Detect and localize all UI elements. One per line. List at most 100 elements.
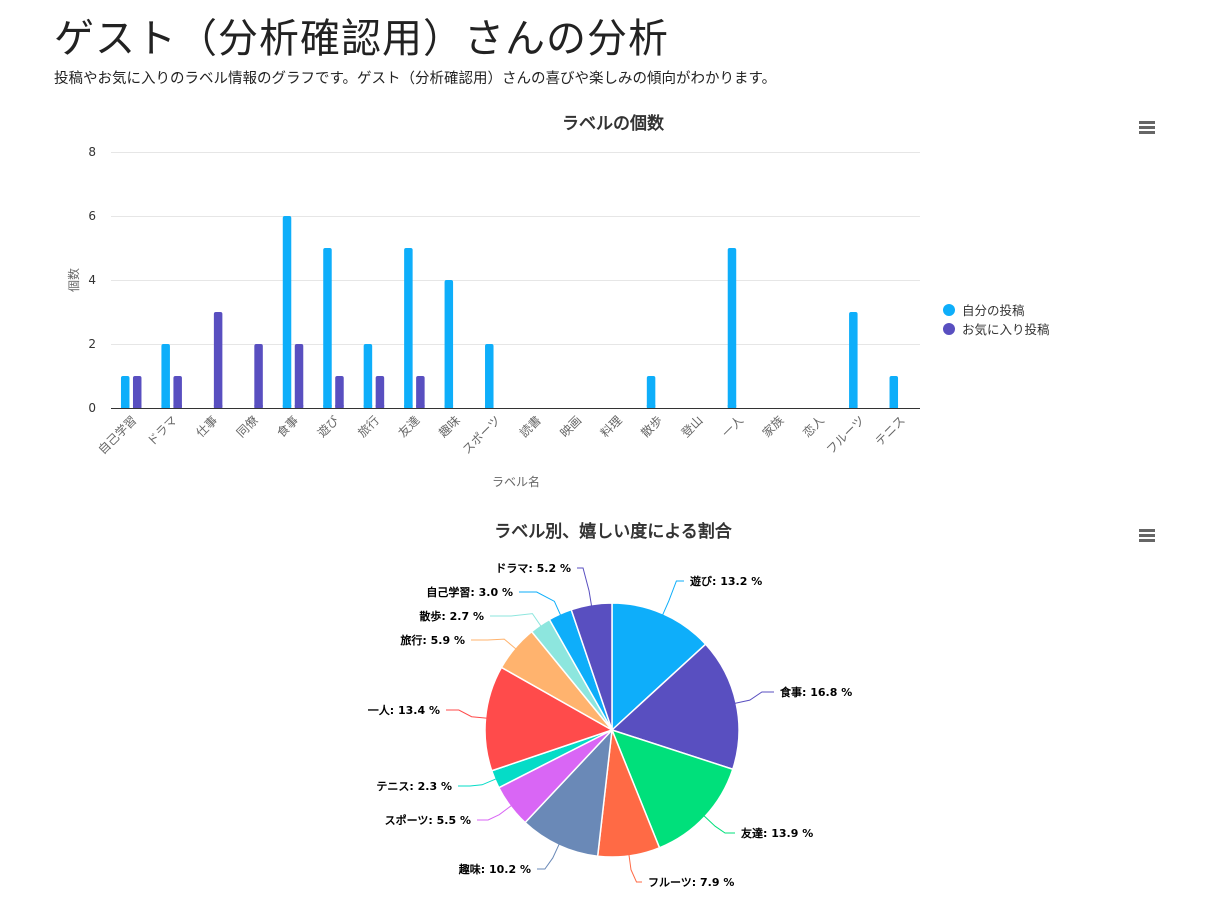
x-tick-label: 仕事: [193, 413, 220, 440]
y-tick-label: 0: [88, 401, 96, 415]
x-tick-label: 食事: [274, 413, 302, 441]
bar[interactable]: [120, 376, 130, 408]
bar-base: [132, 405, 142, 408]
connector-line: [734, 691, 774, 704]
connector-line: [477, 804, 513, 821]
bar-base: [213, 405, 223, 408]
x-tick-label: 恋人: [799, 413, 827, 441]
legend-item-favorite-posts[interactable]: お気に入り投稿: [943, 322, 1050, 337]
pie-data-label: 自己学習: 3.0 %: [426, 585, 513, 599]
bar[interactable]: [335, 376, 344, 408]
pie-data-label: 趣味: 10.2 %: [458, 862, 531, 876]
x-tick-label: 読書: [516, 413, 544, 441]
x-tick-label: 趣味: [435, 413, 463, 441]
bar-base: [323, 405, 332, 408]
connector-line: [661, 580, 684, 616]
bar-base: [363, 405, 373, 408]
pie-chart-title: ラベル別、嬉しい度による割合: [494, 521, 732, 542]
x-tick-label: フルーツ: [824, 413, 868, 457]
bar-base: [485, 405, 494, 408]
connector-line: [446, 709, 488, 719]
bar[interactable]: [282, 216, 292, 408]
connector-line: [703, 814, 735, 834]
bar-base: [416, 405, 425, 408]
x-tick-label: 映画: [557, 413, 584, 440]
bar-chart-menu-button[interactable]: [1135, 119, 1159, 141]
x-tick-label: ドラマ: [144, 413, 179, 448]
y-tick-label: 2: [88, 337, 96, 351]
bar[interactable]: [213, 312, 223, 408]
y-tick-label: 4: [88, 273, 96, 287]
connector-line: [471, 638, 517, 650]
connector-line: [458, 778, 498, 787]
bar[interactable]: [323, 248, 332, 408]
hamburger-menu-icon: [1139, 121, 1155, 124]
bar[interactable]: [444, 280, 454, 408]
x-tick-label: 一人: [719, 413, 746, 440]
bar[interactable]: [416, 376, 425, 408]
x-tick-label: 自己学習: [95, 413, 140, 458]
page-description: 投稿やお気に入りのラベル情報のグラフです。ゲスト（分析確認用）さんの喜びや楽しみ…: [54, 71, 777, 87]
x-tick-label: 料理: [598, 413, 625, 440]
y-tick-label: 8: [88, 145, 96, 159]
hamburger-line: [1139, 131, 1155, 134]
pie-data-label: テニス: 2.3 %: [376, 780, 452, 793]
pie-data-label: 一人: 13.4 %: [368, 703, 440, 717]
bar-base: [335, 405, 344, 408]
bar-chart-grid: [111, 152, 920, 345]
bar-base: [404, 405, 413, 408]
bar[interactable]: [375, 376, 385, 408]
x-tick-label: 同僚: [233, 413, 261, 441]
pie-data-label: 遊び: 13.2 %: [690, 574, 762, 588]
bar[interactable]: [173, 376, 182, 408]
hamburger-menu-icon: [1139, 529, 1155, 532]
x-tick-label: 登山: [678, 413, 706, 441]
bar[interactable]: [363, 344, 373, 408]
y-tick-label: 6: [88, 209, 96, 223]
x-tick-label: 遊び: [314, 413, 342, 441]
pie-data-label: 旅行: 5.9 %: [400, 633, 465, 647]
legend-label: お気に入り投稿: [962, 322, 1050, 337]
connector-line: [628, 853, 642, 883]
x-tick-label: テニス: [873, 413, 908, 448]
bar[interactable]: [889, 376, 899, 408]
bar[interactable]: [646, 376, 656, 408]
bar[interactable]: [294, 344, 304, 408]
connector-line: [490, 613, 542, 628]
bar-base: [375, 405, 385, 408]
x-tick-label: 旅行: [355, 413, 382, 440]
bar[interactable]: [254, 344, 263, 408]
y-axis-label: 個数: [66, 268, 81, 292]
bar-chart-legend: 自分の投稿 お気に入り投稿: [943, 303, 1050, 337]
bar[interactable]: [161, 344, 170, 408]
bar[interactable]: [132, 376, 142, 408]
legend-item-own-posts[interactable]: 自分の投稿: [943, 303, 1025, 318]
hamburger-line: [1139, 539, 1155, 542]
bar[interactable]: [404, 248, 413, 408]
bar-base: [849, 405, 858, 408]
bar-base: [294, 405, 304, 408]
bar[interactable]: [849, 312, 858, 408]
page-title: ゲスト（分析確認用）さんの分析: [54, 16, 669, 62]
x-tick-label: 家族: [759, 413, 787, 441]
pie-data-label: フルーツ: 7.9 %: [648, 876, 734, 889]
x-tick-label: 友達: [396, 413, 423, 440]
connector-line: [519, 591, 562, 617]
y-axis-ticks: 0 2 4 6 8: [88, 145, 96, 415]
legend-dot-icon: [943, 304, 955, 316]
bar-base: [282, 405, 292, 408]
bar-base: [254, 405, 263, 408]
bar[interactable]: [727, 248, 737, 408]
x-axis-ticks: 自己学習 ドラマ 仕事 同僚 食事 遊び 旅行 友達 趣味スポーツ 読書 映画 料理 散歩 登山 一人 家族恋…: [95, 413, 908, 458]
bar[interactable]: [485, 344, 494, 408]
x-axis-label: ラベル名: [492, 474, 540, 489]
pie-data-label: ドラマ: 5.2 %: [495, 562, 571, 575]
x-tick-label: スポーツ: [460, 413, 504, 457]
bar-chart-title: ラベルの個数: [562, 113, 665, 134]
bar-base: [889, 405, 899, 408]
connector-line: [577, 567, 593, 607]
legend-label: 自分の投稿: [962, 303, 1025, 318]
pie-data-label: 食事: 16.8 %: [780, 685, 852, 699]
legend-dot-icon: [943, 323, 955, 335]
pie-chart-menu-button[interactable]: [1135, 527, 1159, 549]
